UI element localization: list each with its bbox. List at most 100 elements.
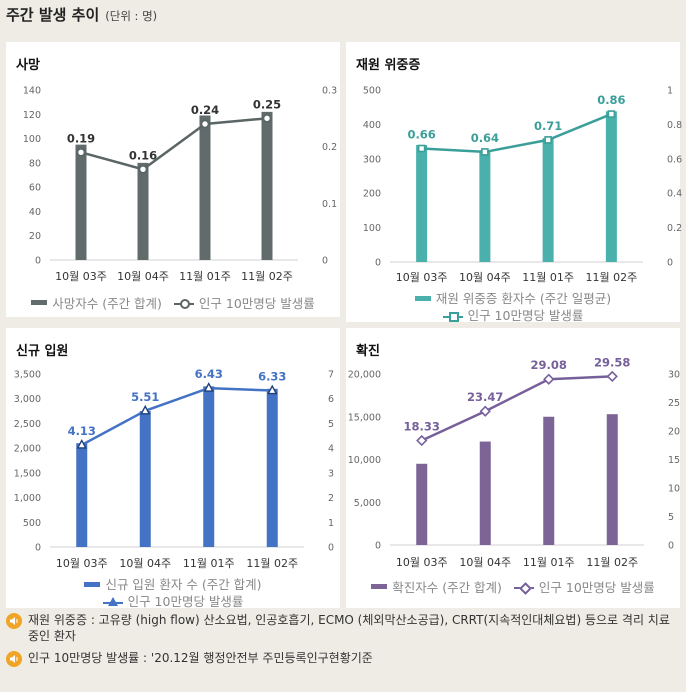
- bar: [203, 386, 215, 547]
- line-point: [76, 438, 87, 449]
- x-tick-label: 10월 03주: [55, 270, 107, 283]
- y2-tick-label: 0.1: [322, 199, 337, 210]
- y2-tick-label: 25: [668, 398, 680, 409]
- y-tick-label: 0: [35, 256, 41, 267]
- y2-tick-label: 20: [668, 427, 680, 438]
- bar: [266, 388, 278, 547]
- y2-tick-label: 30: [668, 370, 680, 381]
- legend-line-swatch: [442, 310, 463, 322]
- line-point: [479, 405, 491, 417]
- chart-panel-confirmed: 확진 0 5,000 10,000 15,000 20,000 0 5 10 15 20 25 30 1…: [346, 328, 680, 608]
- y2-tick-label: 0.2: [667, 223, 682, 234]
- y-tick-label: 2,000: [14, 444, 41, 455]
- x-tick-label: 11월 01주: [522, 271, 574, 284]
- chart-panel-severe: 재원 위중증 0 100 200 300 400 500 0 0.2 0.4 0.6 0.8 1 10월…: [346, 42, 682, 324]
- footnotes: 재원 위중증 : 고유량 (high flow) 산소요법, 인공호흡기, EC…: [6, 612, 680, 673]
- x-tick-label: 11월 01주: [183, 557, 235, 570]
- x-tick-label: 11월 02주: [241, 270, 293, 283]
- series-line: [81, 386, 273, 447]
- bar: [416, 463, 428, 545]
- y2-tick-label: 15: [668, 455, 680, 466]
- legend-bar-series: 재원 위중증 환자수 (주간 일평균): [414, 290, 611, 307]
- legend-line-series: 인구 10만명당 발생률: [442, 307, 583, 324]
- data-label: 4.13: [68, 424, 96, 438]
- y-tick-label: 20: [29, 231, 41, 242]
- footnote: 재원 위중증 : 고유량 (high flow) 산소요법, 인공호흡기, EC…: [6, 612, 680, 644]
- line-point: [76, 147, 86, 157]
- y-tick-label: 300: [363, 154, 381, 165]
- bar: [76, 443, 88, 547]
- y-tick-label: 60: [29, 183, 41, 194]
- legend-bar-label: 확진자수 (주간 합계): [392, 580, 502, 595]
- x-tick-label: 10월 04주: [117, 270, 169, 283]
- y2-tick-label: 0.2: [322, 142, 337, 153]
- data-label: 0.19: [67, 131, 95, 145]
- data-label: 29.08: [531, 358, 567, 372]
- bar: [543, 416, 555, 545]
- y-tick-label: 5,000: [354, 498, 381, 509]
- bar: [542, 138, 554, 262]
- y-tick-label: 100: [23, 134, 41, 145]
- y-tick-label: 15,000: [348, 412, 381, 423]
- series-line: [80, 117, 268, 171]
- chart-legend: 재원 위중증 환자수 (주간 일평균) 인구 10만명당 발생률: [346, 290, 680, 324]
- y-tick-label: 100: [363, 223, 381, 234]
- x-tick-label: 10월 03주: [396, 271, 448, 284]
- series-line: [421, 112, 612, 154]
- footnote: 인구 10만명당 발생률 : '20.12월 행정안전부 주민등록인구현황기준: [6, 650, 680, 667]
- legend-bar-label: 신규 입원 환자 수 (주간 합계): [105, 577, 262, 592]
- legend-line-series: 인구 10만명당 발생률: [513, 577, 655, 596]
- bar: [605, 111, 617, 262]
- line-point: [606, 370, 618, 383]
- y-tick-label: 3,500: [14, 370, 41, 381]
- y-tick-label: 400: [363, 120, 381, 131]
- legend-bar-swatch: [84, 582, 101, 587]
- bar: [261, 111, 273, 260]
- legend-bar-label: 사망자수 (주간 합계): [52, 296, 162, 311]
- y2-tick-label: 0: [322, 256, 328, 267]
- legend-line-series: 인구 10만명당 발생률: [173, 293, 315, 312]
- chart-confirmed: 0 5,000 10,000 15,000 20,000 0 5 10 15 20 25 30 10월 …: [348, 355, 680, 569]
- y-tick-label: 40: [29, 207, 41, 218]
- chart-title: 재원 위중증: [356, 58, 421, 73]
- x-tick-label: 10월 04주: [459, 556, 511, 569]
- x-tick-label: 10월 03주: [56, 557, 108, 570]
- legend-line-swatch: [173, 297, 194, 309]
- chart-title: 확진: [356, 344, 380, 359]
- chart-admissions: 0 500 1,000 1,500 2,000 2,500 3,000 3,500 0 1 2 3 4 5…: [14, 367, 334, 570]
- line-point: [544, 136, 552, 144]
- y-tick-label: 3,000: [14, 394, 41, 405]
- y-tick-label: 1,000: [14, 493, 41, 504]
- y-tick-label: 140: [23, 86, 41, 97]
- data-label: 23.47: [467, 390, 503, 404]
- speaker-icon: [6, 651, 22, 667]
- chart-deaths: 0 20 40 60 80 100 120 140 0 0.1 0.2 0.3 10월 03주 10월 0…: [23, 86, 337, 284]
- line-point: [267, 384, 278, 395]
- data-label: 6.43: [195, 367, 223, 381]
- x-tick-label: 11월 01주: [179, 270, 231, 283]
- line-point: [140, 404, 151, 415]
- data-label: 6.33: [258, 370, 286, 384]
- data-label: 0.25: [253, 97, 281, 111]
- y-tick-label: 500: [23, 518, 41, 529]
- y-tick-label: 20,000: [348, 370, 381, 381]
- y2-tick-label: 0: [668, 541, 674, 552]
- line-point: [200, 119, 210, 129]
- data-label: 0.24: [191, 103, 219, 117]
- data-label: 0.71: [534, 119, 562, 133]
- y2-tick-label: 0.4: [667, 189, 682, 200]
- data-label: 0.16: [129, 148, 157, 162]
- legend-line-series: 인구 10만명당 발생률: [102, 593, 243, 610]
- x-tick-label: 11월 02주: [586, 556, 638, 569]
- y2-tick-label: 10: [668, 484, 680, 495]
- data-label: 5.51: [131, 390, 159, 404]
- y-tick-label: 120: [23, 110, 41, 121]
- chart-severe: 0 100 200 300 400 500 0 0.2 0.4 0.6 0.8 1 10월 03주 10월…: [363, 86, 682, 285]
- y2-tick-label: 2: [328, 493, 334, 504]
- page-unit: (단위 : 명): [105, 9, 158, 23]
- y2-tick-label: 4: [328, 444, 334, 455]
- y2-tick-label: 3: [328, 468, 334, 479]
- y2-tick-label: 0.3: [322, 86, 337, 97]
- chart-panel-admissions: 신규 입원 0 500 1,000 1,500 2,000 2,500 3,000 3,500…: [6, 328, 340, 610]
- line-point: [607, 110, 616, 118]
